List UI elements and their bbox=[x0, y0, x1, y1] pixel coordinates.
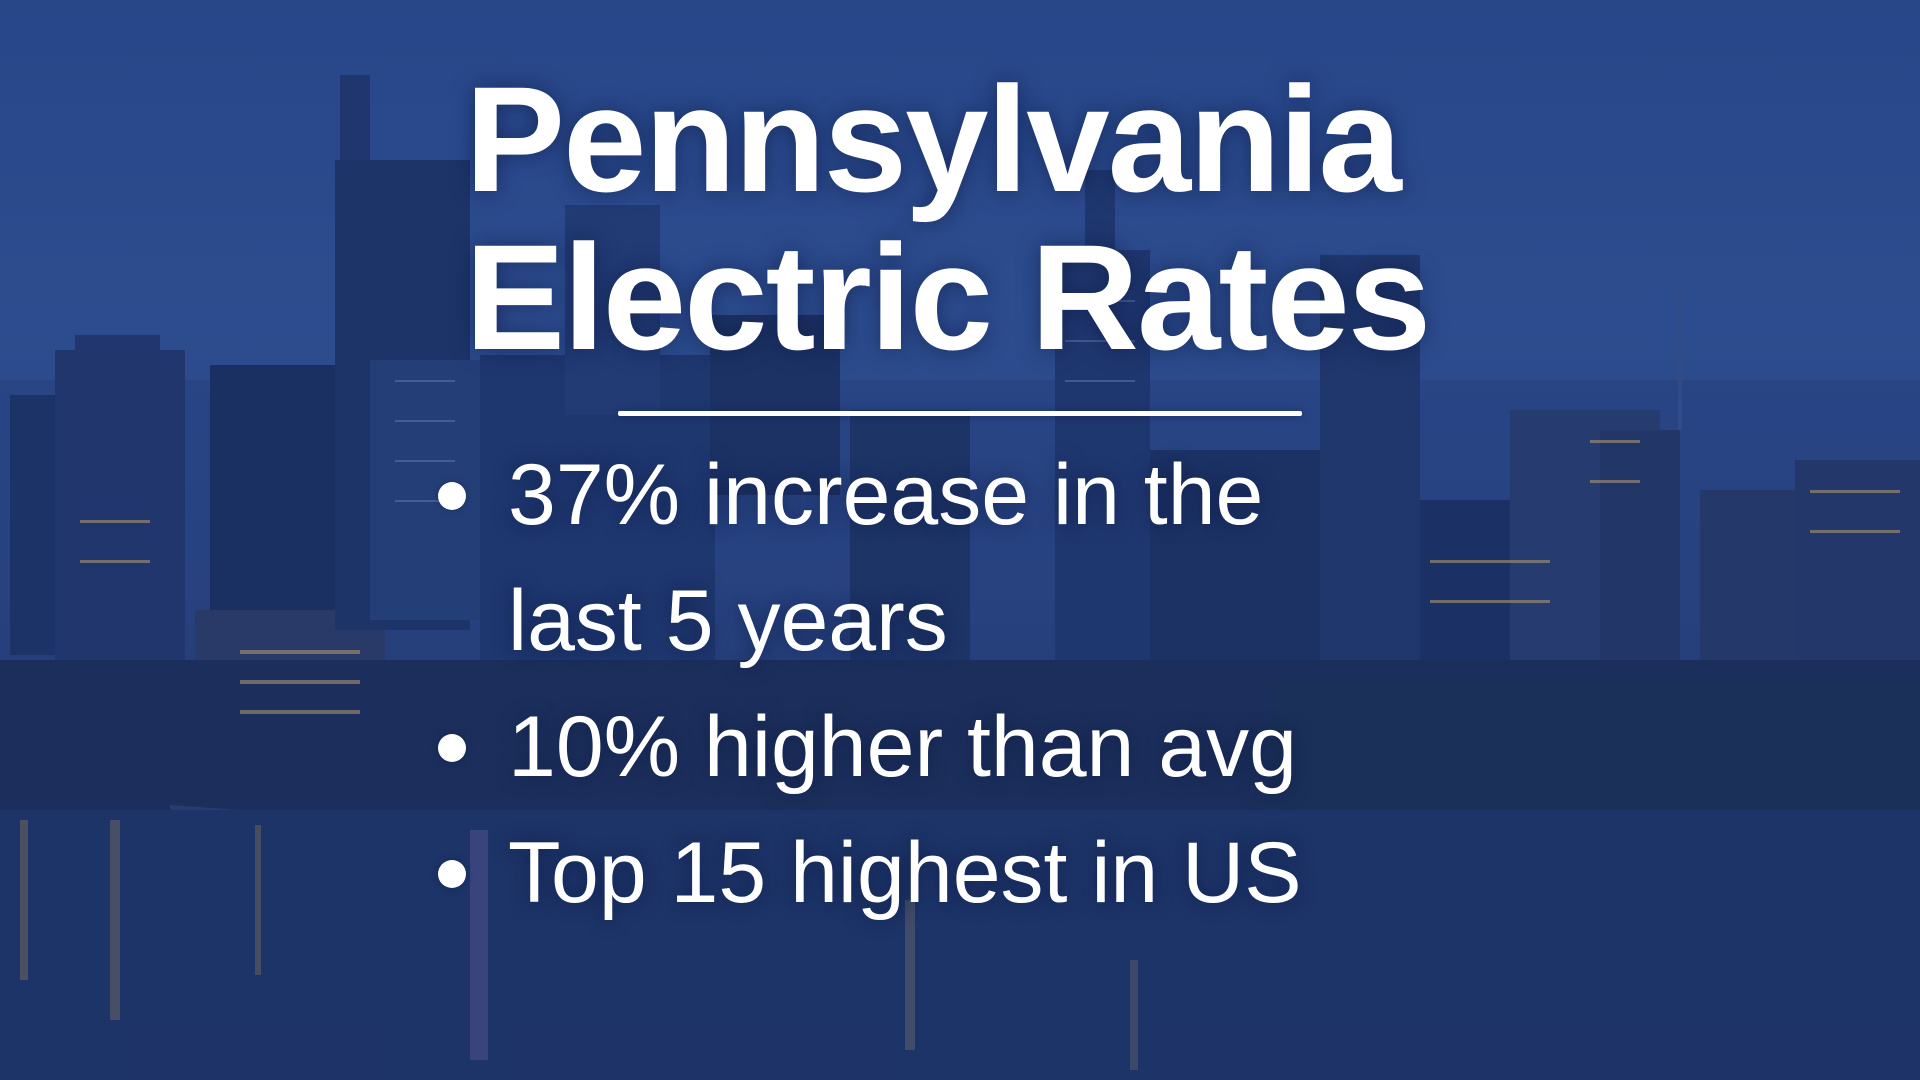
bullet-text-line-2: last 5 years bbox=[508, 573, 948, 669]
bullet-text-line-1: 37% increase in the bbox=[508, 447, 1264, 543]
bullet-text: 10% higher than avg bbox=[508, 699, 1297, 795]
bullet-dot-icon bbox=[438, 860, 466, 888]
bullet-list: 37% increase in the last 5 years 10% hig… bbox=[430, 432, 1608, 936]
title-line-2: Electric Rates bbox=[465, 213, 1431, 381]
title-divider bbox=[618, 411, 1302, 416]
slide-title: Pennsylvania Electric Rates bbox=[465, 55, 1431, 381]
bullet-item: 37% increase in the last 5 years bbox=[430, 432, 1608, 684]
bullet-item: 10% higher than avg bbox=[430, 684, 1608, 810]
bullet-dot-icon bbox=[438, 734, 466, 762]
bullet-text: Top 15 highest in US bbox=[508, 825, 1302, 921]
bullet-item: Top 15 highest in US bbox=[430, 810, 1608, 936]
title-line-1: Pennsylvania bbox=[465, 55, 1402, 223]
bullet-dot-icon bbox=[438, 482, 466, 510]
